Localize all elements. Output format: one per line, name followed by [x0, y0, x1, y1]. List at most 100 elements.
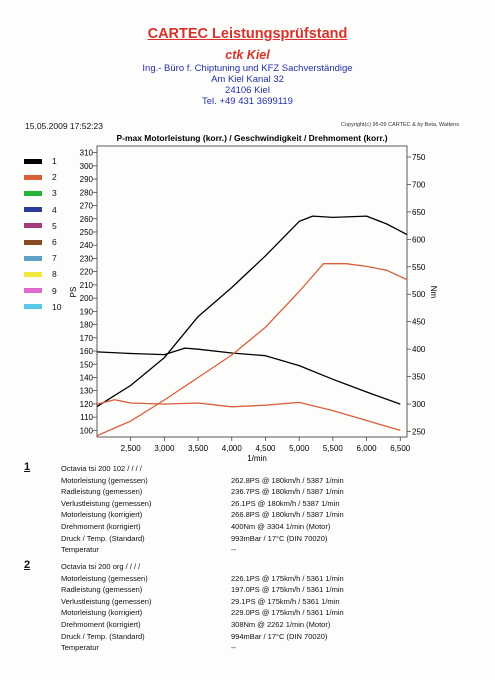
series-1-power-line	[96, 215, 408, 408]
series-1-torque-line	[96, 347, 401, 405]
result-label: Verlustleistung (gemessen)	[61, 498, 152, 508]
legend-swatch	[24, 255, 42, 261]
y-left-tick-label: 290	[80, 175, 94, 184]
result-label: Motorleistung (korrigiert)	[61, 510, 143, 520]
result-index: 2	[24, 559, 31, 571]
legend-swatch	[24, 304, 42, 310]
address-line: 24106 Kiel	[225, 85, 270, 96]
x-tick-label: 5,500	[323, 444, 344, 453]
y-left-axis-label: PS	[69, 287, 78, 298]
result-label: Motorleistung (gemessen)	[61, 475, 148, 485]
result-index: 1	[24, 461, 31, 473]
y-left-tick-label: 160	[80, 347, 94, 356]
legend-number: 1	[52, 156, 57, 167]
plot-frame	[96, 145, 408, 438]
x-tick-label: 6,500	[390, 444, 411, 453]
brand-title: CARTEC Leistungsprüfstand	[147, 26, 348, 42]
result-label: Druck / Temp. (Standard)	[61, 631, 145, 641]
result-value: 226.1PS @ 175km/h / 5361 1/min	[231, 573, 344, 583]
y-right-tick-label: 450	[412, 318, 426, 327]
legend-number: 8	[52, 269, 57, 280]
result-value: 994mBar / 17°C (DIN 70020)	[231, 631, 328, 641]
y-left-tick-label: 280	[80, 188, 94, 197]
legend-item: 6	[24, 234, 66, 250]
result-value: 308Nm @ 2262 1/min (Motor)	[231, 620, 331, 629]
result-value: 229.0PS @ 175km/h / 5361 1/min	[231, 608, 344, 618]
x-tick-label: 3,000	[154, 444, 175, 453]
result-title: Octavia tsi 200 102 / / / /	[61, 464, 142, 473]
y-left-tick-label: 110	[80, 413, 93, 422]
y-left-tick-label: 270	[80, 202, 94, 211]
legend-item: 2	[24, 169, 66, 185]
legend-item: 10	[24, 299, 66, 315]
result-label: Radleistung (gemessen)	[61, 487, 143, 497]
legend-swatch	[24, 239, 42, 245]
y-right-tick-label: 700	[412, 180, 426, 189]
y-left-tick-label: 120	[80, 400, 94, 409]
y-left-tick-label: 210	[80, 281, 94, 290]
y-right-tick-label: 600	[412, 235, 426, 244]
y-left-tick-label: 100	[80, 426, 94, 435]
legend-number: 6	[52, 237, 57, 248]
result-value: --	[231, 643, 236, 653]
x-tick-label: 4,000	[222, 444, 243, 453]
address-line: Ing.- Büro f. Chiptuning und KFZ Sachver…	[142, 63, 353, 74]
legend-swatch	[24, 223, 42, 229]
result-value: 236.7PS @ 180km/h / 5387 1/min	[231, 487, 344, 497]
legend-swatch	[24, 190, 42, 196]
result-label: Motorleistung (gemessen)	[61, 573, 148, 583]
series-2-power-line	[96, 263, 408, 437]
result-label: Drehmoment (korrigiert)	[61, 620, 141, 629]
result-label: Temperatur	[61, 643, 99, 653]
x-tick-label: 2,500	[121, 444, 142, 453]
result-value: 262.8PS @ 180km/h / 5387 1/min	[231, 475, 344, 485]
y-right-tick-label: 500	[412, 290, 426, 299]
y-right-tick-label: 400	[412, 345, 426, 354]
legend-number: 4	[52, 204, 57, 215]
y-left-tick-label: 220	[80, 268, 94, 277]
legend-swatch	[24, 158, 42, 164]
brand-subtitle: ctk Kiel	[225, 48, 270, 62]
legend-number: 10	[52, 301, 62, 312]
x-tick-label: 4,500	[255, 444, 276, 453]
result-value: 266.8PS @ 180km/h / 5387 1/min	[231, 510, 344, 520]
y-right-tick-label: 350	[412, 373, 426, 382]
legend-item: 1	[24, 153, 66, 169]
result-label: Radleistung (gemessen)	[61, 585, 143, 595]
phone-line: Tel. +49 431 3699119	[202, 96, 293, 107]
y-right-tick-label: 750	[412, 153, 426, 162]
y-left-tick-label: 310	[80, 149, 94, 158]
y-left-tick-label: 170	[80, 334, 94, 343]
legend-swatch	[24, 207, 42, 213]
x-tick-label: 5,000	[289, 444, 310, 453]
legend-item: 4	[24, 202, 66, 218]
y-right-tick-label: 300	[412, 400, 426, 409]
legend-item: 8	[24, 266, 66, 282]
legend-number: 9	[52, 285, 57, 296]
y-left-tick-label: 190	[80, 307, 94, 316]
legend-number: 7	[52, 253, 57, 264]
test-date: 15.05.2009 17:52:23	[25, 121, 103, 131]
result-value: 29.1PS @ 175km/h / 5361 1/min	[231, 596, 340, 606]
y-left-tick-label: 260	[80, 215, 94, 224]
result-value: 26.1PS @ 180km/h / 5387 1/min	[231, 498, 340, 508]
y-left-tick-label: 230	[80, 254, 94, 263]
result-title: Octavia tsi 200 org / / / /	[61, 562, 141, 571]
series-2-torque-line	[96, 399, 401, 432]
result-value: 400Nm @ 3304 1/min (Motor)	[231, 522, 331, 531]
result-value: 993mBar / 17°C (DIN 70020)	[231, 533, 328, 543]
chart-title: P-max Motorleistung (korr.) / Geschwindi…	[116, 133, 387, 143]
legend-number: 3	[52, 188, 57, 199]
result-value: --	[231, 545, 236, 555]
result-label: Druck / Temp. (Standard)	[61, 533, 145, 543]
address-line: Am Kiel Kanal 32	[211, 74, 284, 85]
x-tick-label: 3,500	[188, 444, 209, 453]
legend-swatch	[24, 288, 42, 294]
legend-item: 9	[24, 283, 66, 299]
y-left-tick-label: 130	[80, 387, 94, 396]
y-right-tick-label: 550	[412, 263, 426, 272]
legend-item: 7	[24, 250, 66, 266]
y-right-axis-label: Nm	[429, 286, 438, 299]
result-label: Drehmoment (korrigiert)	[61, 522, 141, 531]
